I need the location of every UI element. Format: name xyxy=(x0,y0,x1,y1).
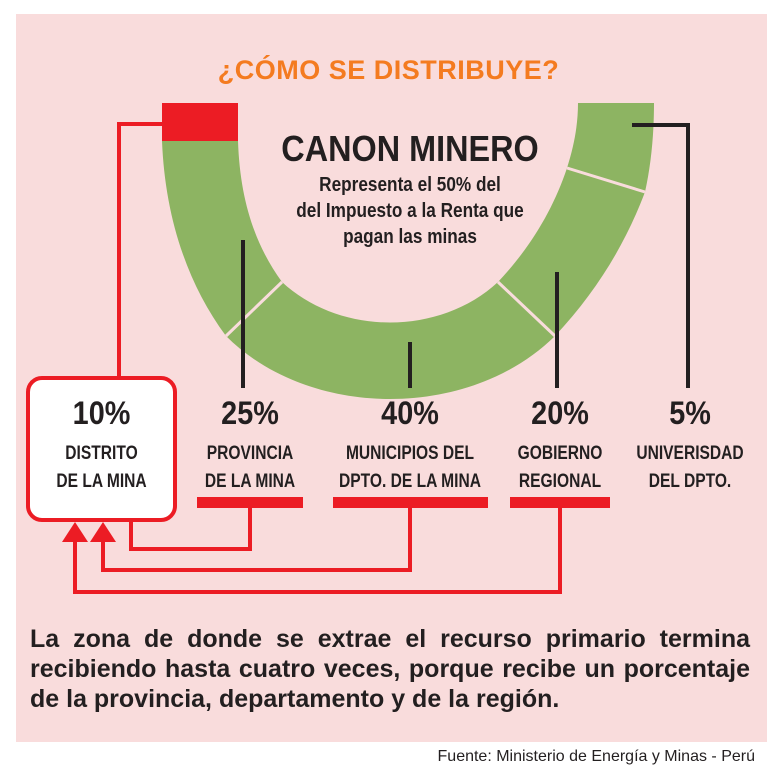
share-label-line: DE LA MINA xyxy=(56,471,147,492)
pointer-lines xyxy=(241,123,690,388)
red-underlines xyxy=(197,497,610,508)
share-label-line: REGIONAL xyxy=(518,471,602,492)
share-label-province: PROVINCIA DE LA MINA xyxy=(191,440,309,496)
ring-segment-20 xyxy=(498,168,645,336)
share-percent-department: 40% xyxy=(381,395,439,431)
share-label-line: UNIVERISDAD xyxy=(636,443,744,464)
infographic-title: ¿CÓMO SE DISTRIBUYE? xyxy=(217,55,560,85)
ring-segment-40 xyxy=(226,282,555,399)
share-label-department: MUNICIPIOS DEL DPTO. DE LA MINA xyxy=(328,440,492,496)
description-line: del Impuesto a la Renta que xyxy=(296,200,524,222)
share-label-region: GOBIERNO REGIONAL xyxy=(507,440,614,496)
share-label-line: MUNICIPIOS DEL xyxy=(345,443,475,464)
arrowhead-region xyxy=(62,522,88,542)
source-credit: Fuente: Ministerio de Energía y Minas - … xyxy=(437,748,755,765)
explanatory-note: La zona de donde se extrae el recurso pr… xyxy=(30,625,750,713)
share-percent-district: 10% xyxy=(72,395,131,431)
ring-segment-10 xyxy=(162,103,238,141)
share-percent-province: 25% xyxy=(221,395,279,431)
ring-separators xyxy=(224,166,646,338)
share-percent-university: 5% xyxy=(669,395,711,431)
share-label-line: DISTRITO xyxy=(65,443,138,464)
ring-segment-25 xyxy=(162,141,282,336)
share-label-line: DE LA MINA xyxy=(204,471,296,492)
arrowhead-department xyxy=(90,522,116,542)
district-box xyxy=(26,376,177,522)
share-label-line: DPTO. DE LA MINA xyxy=(339,471,481,492)
share-label-district: DISTRITO DE LA MINA xyxy=(41,440,162,496)
share-label-line: PROVINCIA xyxy=(206,443,294,464)
canon-minero-description: Representa el 50% del del Impuesto a la … xyxy=(281,172,539,250)
share-label-university: UNIVERISDAD DEL DPTO. xyxy=(633,440,748,496)
share-label-line: DEL DPTO. xyxy=(648,471,732,492)
description-line: pagan las minas xyxy=(343,226,477,248)
description-line: Representa el 50% del xyxy=(319,174,501,196)
share-percent-region: 20% xyxy=(531,395,589,431)
red-connectors xyxy=(73,122,562,594)
canon-minero-title: CANON MINERO xyxy=(281,128,539,169)
share-label-line: GOBIERNO xyxy=(517,443,603,464)
